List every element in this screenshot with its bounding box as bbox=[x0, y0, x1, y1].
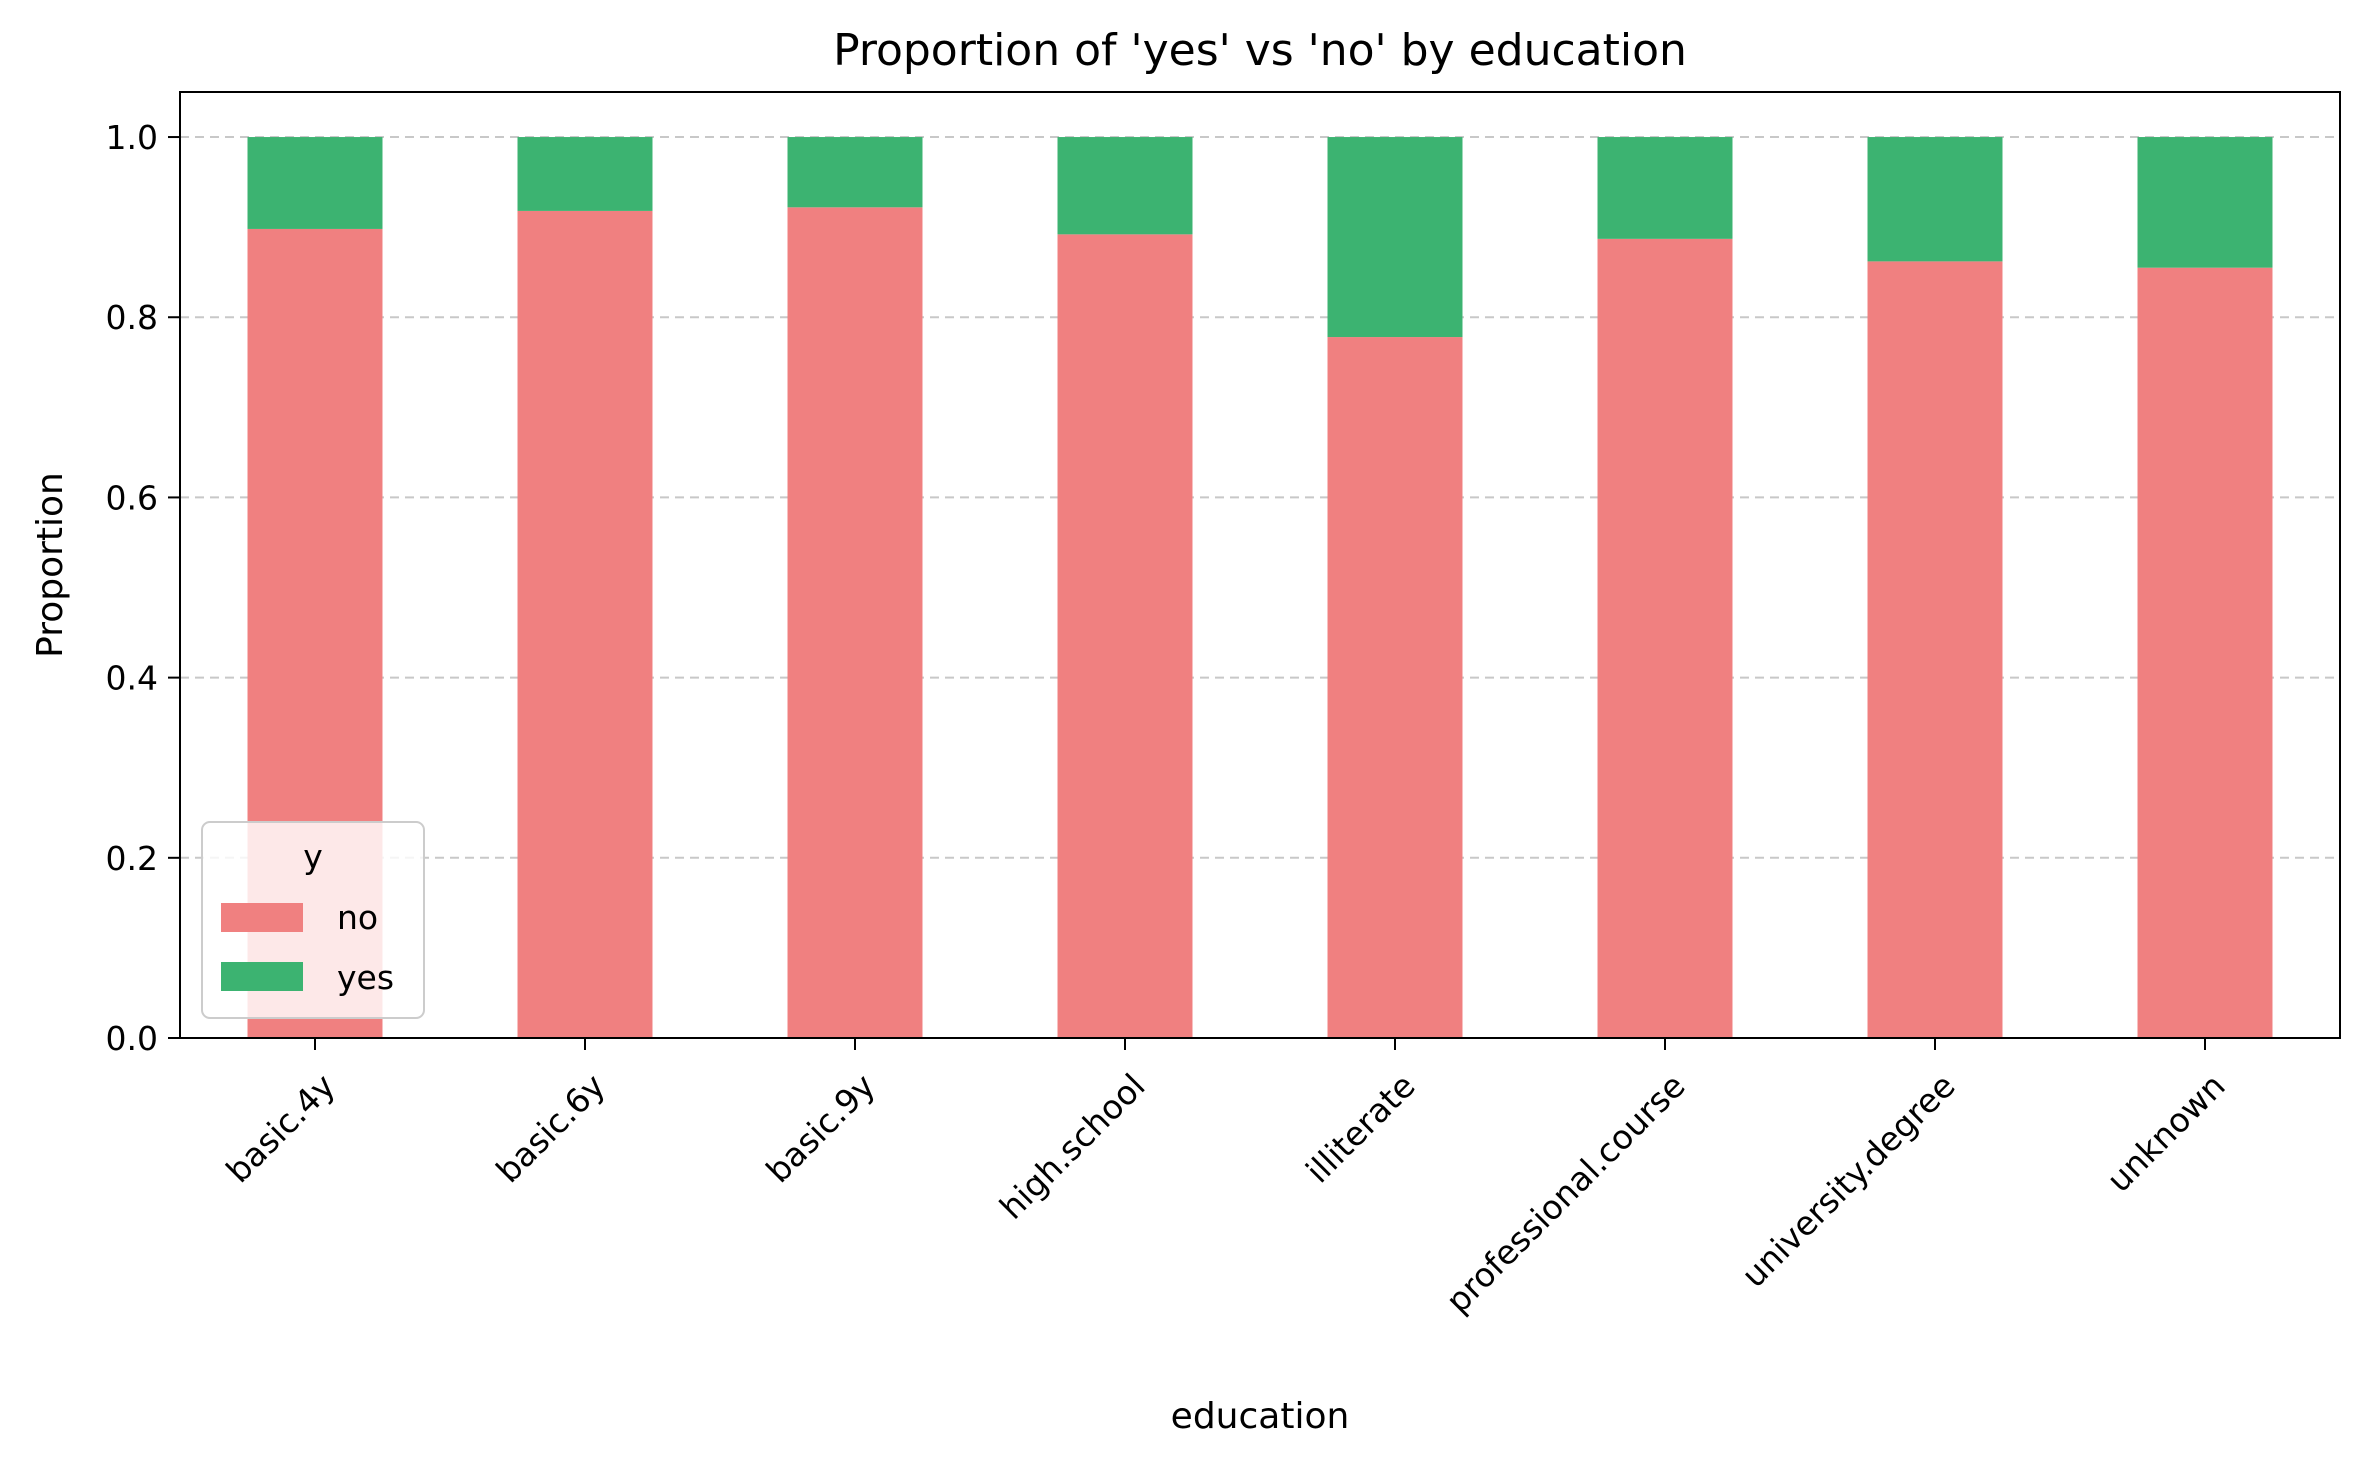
x-tick-label-0: basic.4y bbox=[218, 1066, 342, 1190]
bar-no-illiterate bbox=[1327, 337, 1463, 1038]
plot-frame bbox=[179, 91, 2341, 1039]
y-tick-label-2: 0.4 bbox=[106, 659, 158, 698]
legend-label-yes: yes bbox=[337, 958, 394, 997]
x-axis-label: education bbox=[1171, 1396, 1350, 1437]
bar-yes-basic.9y bbox=[787, 137, 923, 208]
bars bbox=[247, 137, 2273, 1039]
bar-yes-unknown bbox=[2137, 137, 2273, 268]
bar-no-unknown bbox=[2137, 267, 2273, 1039]
y-axis-ticks: 0.0 0.2 0.4 0.6 0.8 1.0 bbox=[106, 118, 180, 1058]
legend: y no yes bbox=[201, 821, 425, 1019]
x-tick-label-3: high.school bbox=[992, 1066, 1153, 1227]
x-tick-label-7: unknown bbox=[2099, 1066, 2233, 1200]
legend-swatch-no bbox=[221, 903, 303, 932]
legend-title: y bbox=[303, 837, 323, 876]
x-tick-label-1: basic.6y bbox=[488, 1066, 612, 1190]
x-axis-ticks: basic.4y basic.6y basic.9y high.school illit… bbox=[218, 1038, 2233, 1320]
x-tick-label-4: illiterate bbox=[1298, 1066, 1422, 1190]
x-tick-label-6: university.degree bbox=[1734, 1066, 1963, 1295]
gridlines bbox=[180, 136, 2340, 1039]
legend-swatch-yes bbox=[221, 962, 303, 991]
bar-yes-illiterate bbox=[1327, 137, 1463, 338]
x-tick-label-2: basic.9y bbox=[758, 1066, 882, 1190]
y-axis-label: Proportion bbox=[30, 472, 71, 658]
y-tick-label-3: 0.6 bbox=[106, 478, 158, 517]
bar-yes-high.school bbox=[1057, 137, 1193, 235]
legend-label-no: no bbox=[337, 898, 378, 937]
y-tick-label-4: 0.8 bbox=[106, 298, 158, 337]
y-tick-label-0: 0.0 bbox=[106, 1019, 158, 1058]
bar-no-professional.course bbox=[1597, 238, 1733, 1039]
chart-title: Proportion of 'yes' vs 'no' by education bbox=[833, 25, 1687, 76]
y-tick-label-1: 0.2 bbox=[106, 839, 158, 878]
bar-yes-basic.4y bbox=[247, 137, 383, 229]
bar-yes-basic.6y bbox=[517, 137, 653, 211]
bar-yes-professional.course bbox=[1597, 137, 1733, 239]
x-tick-label-5: professional.course bbox=[1438, 1066, 1692, 1320]
bar-no-basic.9y bbox=[787, 207, 923, 1038]
bar-no-basic.6y bbox=[517, 210, 653, 1038]
bar-no-high.school bbox=[1057, 234, 1193, 1039]
bar-yes-university.degree bbox=[1867, 137, 2003, 262]
bar-no-university.degree bbox=[1867, 261, 2003, 1039]
y-tick-label-5: 1.0 bbox=[106, 118, 158, 157]
